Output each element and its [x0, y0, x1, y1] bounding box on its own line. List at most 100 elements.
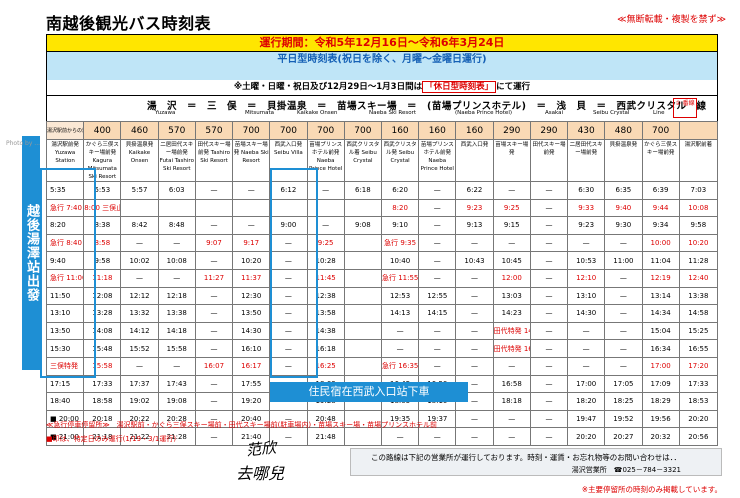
time-cell — [343, 304, 382, 323]
time-cell: — — [604, 339, 643, 358]
time-cell: — — [529, 268, 569, 288]
time-cell: 8:48 — [157, 216, 196, 235]
stop-header: 湯沢駅前発 Yuzawa Station — [45, 139, 85, 182]
time-cell: 10:53 — [567, 251, 606, 270]
time-cell: 15:04 — [641, 321, 680, 341]
time-cell: 12:53 — [380, 286, 420, 306]
time-cell: — — [418, 321, 457, 341]
time-cell: 10:40 — [380, 251, 420, 270]
highlight-yuzawa-column — [40, 168, 96, 378]
stop-header: 苗場スキー場発 Naeba Ski Resort — [232, 139, 271, 182]
time-cell: — — [567, 321, 606, 341]
time-cell: — — [455, 356, 494, 376]
route-en-asakai: Asakai — [545, 110, 563, 116]
time-cell: 急行 16:35 — [380, 356, 420, 376]
route-header: 湯 沢 ＝ 三 俣 ＝ 貝掛温泉 ＝ 苗場スキー場 ＝ (苗場プリンスホテル) … — [46, 95, 718, 121]
time-cell: 6:20 — [380, 181, 420, 200]
time-cell: 12:40 — [678, 268, 719, 288]
time-cell: 9:25 — [492, 198, 531, 218]
time-cell: 18:40 — [45, 392, 85, 411]
time-cell: — — [529, 233, 569, 253]
time-cell: 5:57 — [120, 181, 159, 200]
fare-cell: 430 — [567, 121, 606, 140]
time-cell: 19:56 — [641, 409, 680, 429]
annotation-get-off: 住民宿在西武入口站下車 — [270, 382, 468, 402]
time-cell: 16:10 — [232, 339, 271, 358]
special-day-note: ■印は、特定日のみ運行(1/19・3/1運行) — [46, 435, 177, 443]
time-cell: 17:20 — [678, 356, 719, 376]
note-suffix: にて運行 — [496, 82, 531, 92]
time-cell: — — [194, 304, 234, 323]
time-cell: 17:00 — [641, 356, 680, 376]
time-cell: 17:33 — [678, 374, 719, 394]
time-cell: — — [455, 268, 494, 288]
fare-cell: 700 — [269, 121, 308, 140]
time-cell: 10:45 — [492, 251, 531, 270]
time-cell: — — [120, 356, 159, 376]
route-en-naeba: Naeba Ski Resort — [369, 110, 417, 116]
highlight-seibu-column — [270, 168, 318, 378]
time-cell: — — [492, 409, 531, 429]
time-cell — [343, 286, 382, 306]
fare-cell: 570 — [194, 121, 234, 140]
stop-header: 二居田代スキー場前発 Futai Tashiro Ski Resort — [157, 139, 196, 182]
time-cell: 9:08 — [343, 216, 382, 235]
route-en-mitsumata: Mitsumata — [245, 110, 275, 116]
fare-cell: 700 — [641, 121, 680, 140]
time-cell: 9:33 — [567, 198, 606, 218]
time-cell — [343, 321, 382, 341]
time-cell: — — [529, 374, 569, 394]
time-cell: 10:00 — [641, 233, 680, 253]
stop-header: 田代スキー場前発 Tashiro Ski Resort — [194, 139, 234, 182]
route-en-yuzawa: Yuzawa — [155, 110, 176, 116]
time-cell: 9:23 — [567, 216, 606, 235]
time-cell: 12:10 — [567, 268, 606, 288]
stop-header: 貝掛温泉発 Kaikake Onsen — [120, 139, 159, 182]
time-cell: 12:00 — [492, 268, 531, 288]
stop-header-row: 湯沢駅前発 Yuzawa Station かぐら三俣スキー場前発 Kagura M… — [45, 139, 719, 182]
time-cell: — — [529, 181, 569, 200]
time-cell: 9:10 — [380, 216, 420, 235]
watermark: Photo by ... — [6, 140, 41, 147]
time-cell: — — [492, 356, 531, 376]
time-cell: 20:20 — [567, 427, 606, 446]
handwriting-brand: 去哪兒 — [236, 464, 285, 483]
time-cell: — — [492, 427, 531, 446]
time-cell: — — [604, 356, 643, 376]
time-cell: 17:09 — [641, 374, 680, 394]
time-cell: 13:03 — [492, 286, 531, 306]
time-cell: 9:40 — [604, 198, 643, 218]
time-cell: — — [380, 427, 420, 446]
time-cell: 9:13 — [455, 216, 494, 235]
time-cell: 14:30 — [567, 304, 606, 323]
stop-header: 貝掛温泉発 — [604, 139, 643, 182]
time-cell: — — [194, 321, 234, 341]
time-cell: 急行 11:55 — [380, 268, 420, 288]
time-cell: 田代特発 14:55 — [492, 321, 531, 341]
contact-phone: 湯沢営業所 ☎025－784－3321 — [571, 466, 681, 474]
time-cell: — — [418, 339, 457, 358]
time-cell: 11:37 — [232, 268, 271, 288]
table-row: 5:35 5:53 5:57 6:03— —6:12—6:18 6:20—6:22— —6:… — [45, 181, 719, 200]
stop-header: かぐら三俣スキー場前発 Kagura Mitsumata Ski Resort — [83, 139, 122, 182]
fare-cell: 570 — [157, 121, 196, 140]
contact-box: この路線は下記の営業所が運行しております。時刻・運賃・お忘れ物等のお問い合わせは… — [350, 448, 722, 476]
note-red: 「休日型時刻表」 — [422, 81, 497, 93]
time-cell: — — [455, 304, 494, 323]
time-cell: 10:43 — [455, 251, 494, 270]
stop-header: 湯沢駅前着 — [678, 139, 719, 182]
time-cell: 12:12 — [120, 286, 159, 306]
time-cell: 20:32 — [641, 427, 680, 446]
table-row: 15:30 15:48 15:52 15:58—16:10—16:18— — — 田代特発 … — [45, 339, 719, 358]
table-row: 13:10 13:28 13:32 13:38—13:50—13:58 14:13 14:… — [45, 304, 719, 323]
table-row: 急行 8:40 8:58— —9:07 9:17—9:25 急行 9:35— — — — — —1… — [45, 233, 719, 253]
time-cell: 19:52 — [604, 409, 643, 429]
time-cell: — — [194, 374, 234, 394]
time-cell: — — [194, 181, 234, 200]
time-cell: 6:35 — [604, 181, 643, 200]
time-cell: 9:07 — [194, 233, 234, 253]
time-cell: 17:37 — [120, 374, 159, 394]
time-cell: — — [120, 268, 159, 288]
time-cell: 18:18 — [492, 392, 531, 411]
stop-header: かぐら三俣スキー場前発 — [641, 139, 680, 182]
